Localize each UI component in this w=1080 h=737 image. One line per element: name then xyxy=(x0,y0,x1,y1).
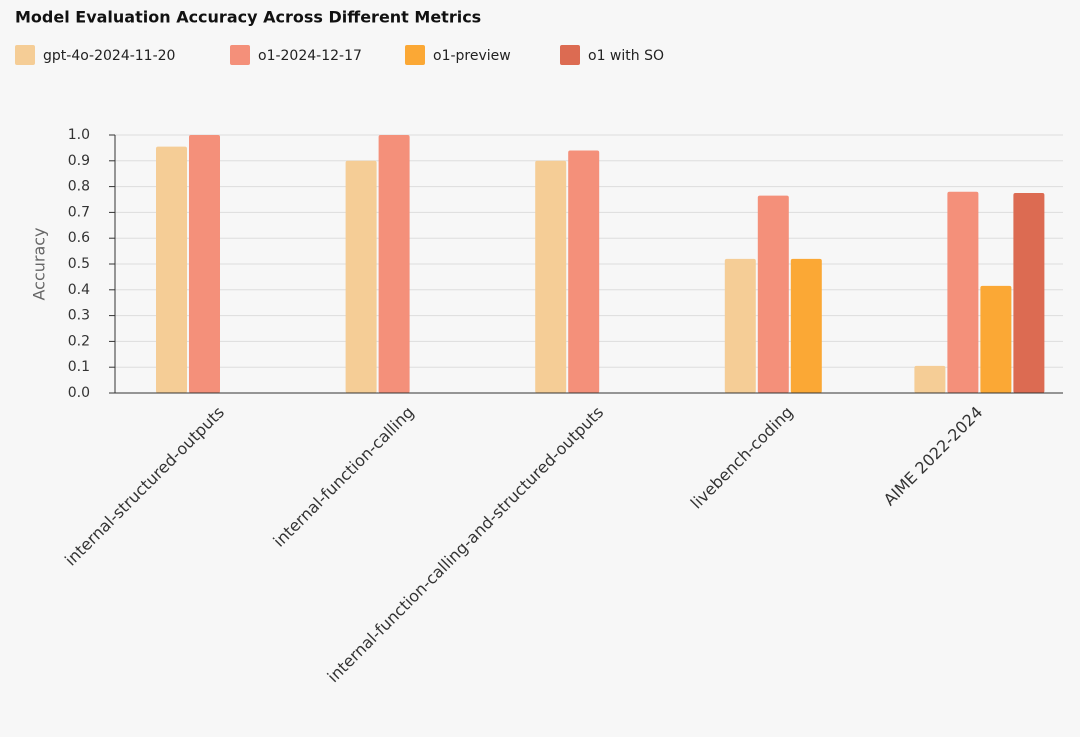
y-tick-label: 0.0 xyxy=(68,385,90,401)
legend-label: gpt-4o-2024-11-20 xyxy=(43,48,175,64)
legend-label: o1 with SO xyxy=(588,48,664,64)
legend-swatch xyxy=(560,45,580,65)
y-tick-label: 0.9 xyxy=(68,153,90,169)
bar xyxy=(156,146,187,393)
y-tick-label: 1.0 xyxy=(68,127,90,143)
legend-label: o1-preview xyxy=(433,48,511,64)
bar xyxy=(378,135,410,393)
y-axis-label: Accuracy xyxy=(30,227,49,300)
y-tick-label: 0.4 xyxy=(68,282,90,298)
bar xyxy=(568,150,600,393)
bar xyxy=(914,365,946,393)
y-tick-label: 0.7 xyxy=(68,204,90,220)
y-tick-label: 0.5 xyxy=(68,256,90,272)
bar xyxy=(757,195,789,393)
y-tick-label: 0.3 xyxy=(68,308,90,324)
y-tick-label: 0.1 xyxy=(68,359,90,375)
bar xyxy=(980,285,1012,393)
legend-swatch xyxy=(230,45,250,65)
bar xyxy=(535,160,567,393)
bar xyxy=(790,258,822,393)
legend-swatch xyxy=(405,45,425,65)
legend-label: o1-2024-12-17 xyxy=(258,48,362,64)
bar xyxy=(1013,193,1045,393)
y-tick-label: 0.8 xyxy=(68,179,90,195)
bar xyxy=(345,160,377,393)
bar xyxy=(724,258,756,393)
chart-title: Model Evaluation Accuracy Across Differe… xyxy=(15,8,481,27)
y-tick-label: 0.6 xyxy=(68,230,90,246)
bar xyxy=(189,135,220,393)
bar xyxy=(947,191,979,393)
legend-swatch xyxy=(15,45,35,65)
y-tick-label: 0.2 xyxy=(68,333,90,349)
